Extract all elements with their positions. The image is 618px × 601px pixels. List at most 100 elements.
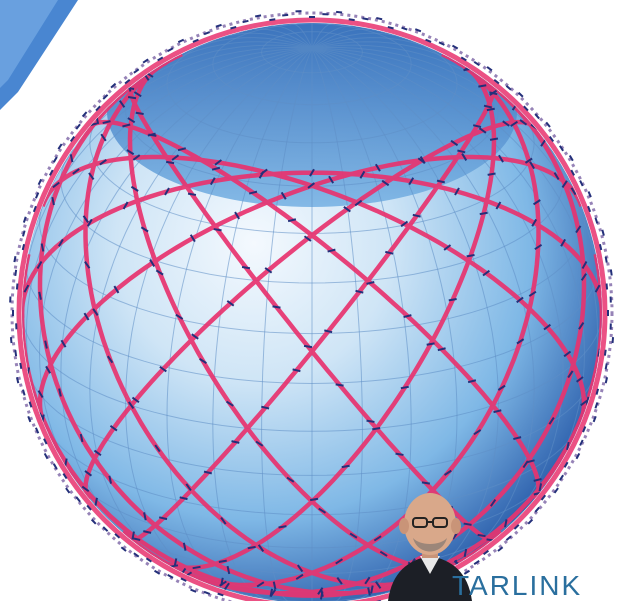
satellite-marker-icon (343, 206, 351, 213)
satellite-marker-icon (575, 452, 581, 460)
satellite-marker-icon (376, 16, 383, 21)
satellite-marker-icon (478, 127, 487, 134)
brand-text-suffix: K (561, 570, 583, 601)
satellite-marker-icon (561, 180, 568, 188)
satellite-marker-icon (133, 68, 140, 74)
satellite-marker-icon (373, 535, 382, 542)
latitude-line (22, 306, 602, 432)
speaker-collar (420, 556, 440, 574)
satellite-marker-icon (493, 409, 502, 414)
satellite-marker-icon (154, 444, 161, 453)
satellite-marker-icon (60, 339, 67, 348)
satellite-marker-icon (286, 476, 295, 483)
satellite-marker-icon (317, 587, 324, 595)
orbit-line (162, 52, 541, 588)
satellite-marker-icon (592, 415, 597, 423)
satellite-marker-icon (86, 218, 93, 227)
satellite-marker-icon (190, 588, 197, 593)
satellite-marker-icon (463, 569, 470, 575)
satellite-marker-icon (175, 313, 184, 320)
longitude-line (261, 23, 336, 601)
satellite-marker-icon (395, 452, 404, 456)
satellite-marker-icon (336, 10, 343, 14)
satellite-marker-icon (58, 388, 62, 397)
satellite-marker-icon (154, 569, 161, 575)
satellite-marker-icon (516, 338, 525, 345)
satellite-marker-icon (587, 205, 592, 213)
satellite-marker-icon (82, 215, 89, 223)
satellite-marker-icon (482, 269, 490, 277)
satellite-marker-icon (157, 56, 164, 62)
satellite-marker-icon (489, 137, 499, 141)
satellite-marker-icon (579, 180, 584, 187)
satellite-marker-icon (231, 440, 240, 444)
satellite-marker-icon (292, 368, 301, 373)
satellite-marker-icon (504, 519, 508, 528)
satellite-marker-icon (379, 550, 388, 557)
satellite-marker-icon (260, 168, 268, 176)
satellite-marker-icon (328, 175, 335, 184)
satellite-marker-icon (192, 565, 201, 570)
satellite-marker-icon (341, 464, 350, 469)
satellite-marker-icon (215, 23, 222, 28)
satellite-marker-icon (133, 552, 140, 558)
satellite-marker-icon (86, 504, 92, 511)
satellite-marker-icon (421, 481, 431, 485)
satellite-marker-icon (482, 549, 490, 556)
satellite-marker-icon (220, 516, 227, 525)
satellite-marker-icon (374, 163, 381, 172)
satellite-marker-icon (280, 191, 287, 200)
satellite-marker-icon (450, 139, 459, 147)
satellite-marker-icon (366, 280, 375, 285)
satellite-marker-icon (254, 14, 262, 18)
satellite-marker-icon (81, 111, 88, 118)
satellite-marker-icon (48, 169, 54, 176)
satellite-marker-icon (83, 312, 90, 321)
satellite-marker-icon (177, 38, 185, 44)
satellite-marker-icon (578, 322, 585, 330)
satellite-marker-icon (69, 154, 74, 163)
satellite-marker-icon (510, 120, 518, 127)
satellite-marker-icon (479, 211, 488, 216)
satellite-marker-icon (40, 243, 45, 252)
satellite-marker-icon (35, 192, 40, 199)
satellite-marker-icon (444, 469, 452, 476)
satellite-marker-icon (9, 296, 12, 303)
satellite-marker-icon (309, 497, 319, 502)
satellite-marker-icon (460, 56, 467, 62)
orbit-line (83, 119, 539, 501)
satellite-marker-icon (127, 117, 136, 124)
satellite-marker-icon (52, 181, 60, 189)
satellite-marker-icon (385, 250, 394, 255)
latitude-line (38, 199, 586, 335)
satellite-marker-icon (257, 544, 265, 552)
satellite-marker-icon (559, 145, 564, 152)
satellite-marker-icon (242, 19, 249, 24)
satellite-marker-icon (135, 111, 144, 116)
satellite-marker-icon (609, 323, 612, 330)
satellite-marker-icon (131, 531, 135, 540)
satellite-marker-icon (23, 284, 30, 293)
satellite-marker-icon (52, 156, 58, 163)
satellite-marker-icon (217, 592, 224, 597)
satellite-marker-icon (489, 91, 498, 96)
satellite-marker-icon (348, 18, 355, 22)
satellite-marker-icon (473, 560, 480, 565)
satellite-marker-icon (324, 329, 333, 334)
outer-orbit-ring-2 (10, 11, 614, 601)
satellite-marker-icon (88, 122, 98, 127)
speaker-ear-right (451, 518, 461, 534)
satellite-marker-icon (355, 289, 364, 294)
satellite-markers (23, 65, 601, 600)
satellite-marker-icon (148, 133, 157, 137)
satellite-marker-icon (218, 559, 227, 563)
satellite-marker-icon (540, 139, 547, 147)
satellite-marker-icon (132, 154, 141, 161)
satellite-marker-icon (322, 13, 329, 16)
satellite-marker-icon (419, 156, 426, 164)
longitude-line (89, 37, 443, 577)
satellite-marker-icon (486, 107, 495, 112)
satellite-marker-icon (414, 28, 422, 33)
orbit-line (121, 64, 587, 596)
